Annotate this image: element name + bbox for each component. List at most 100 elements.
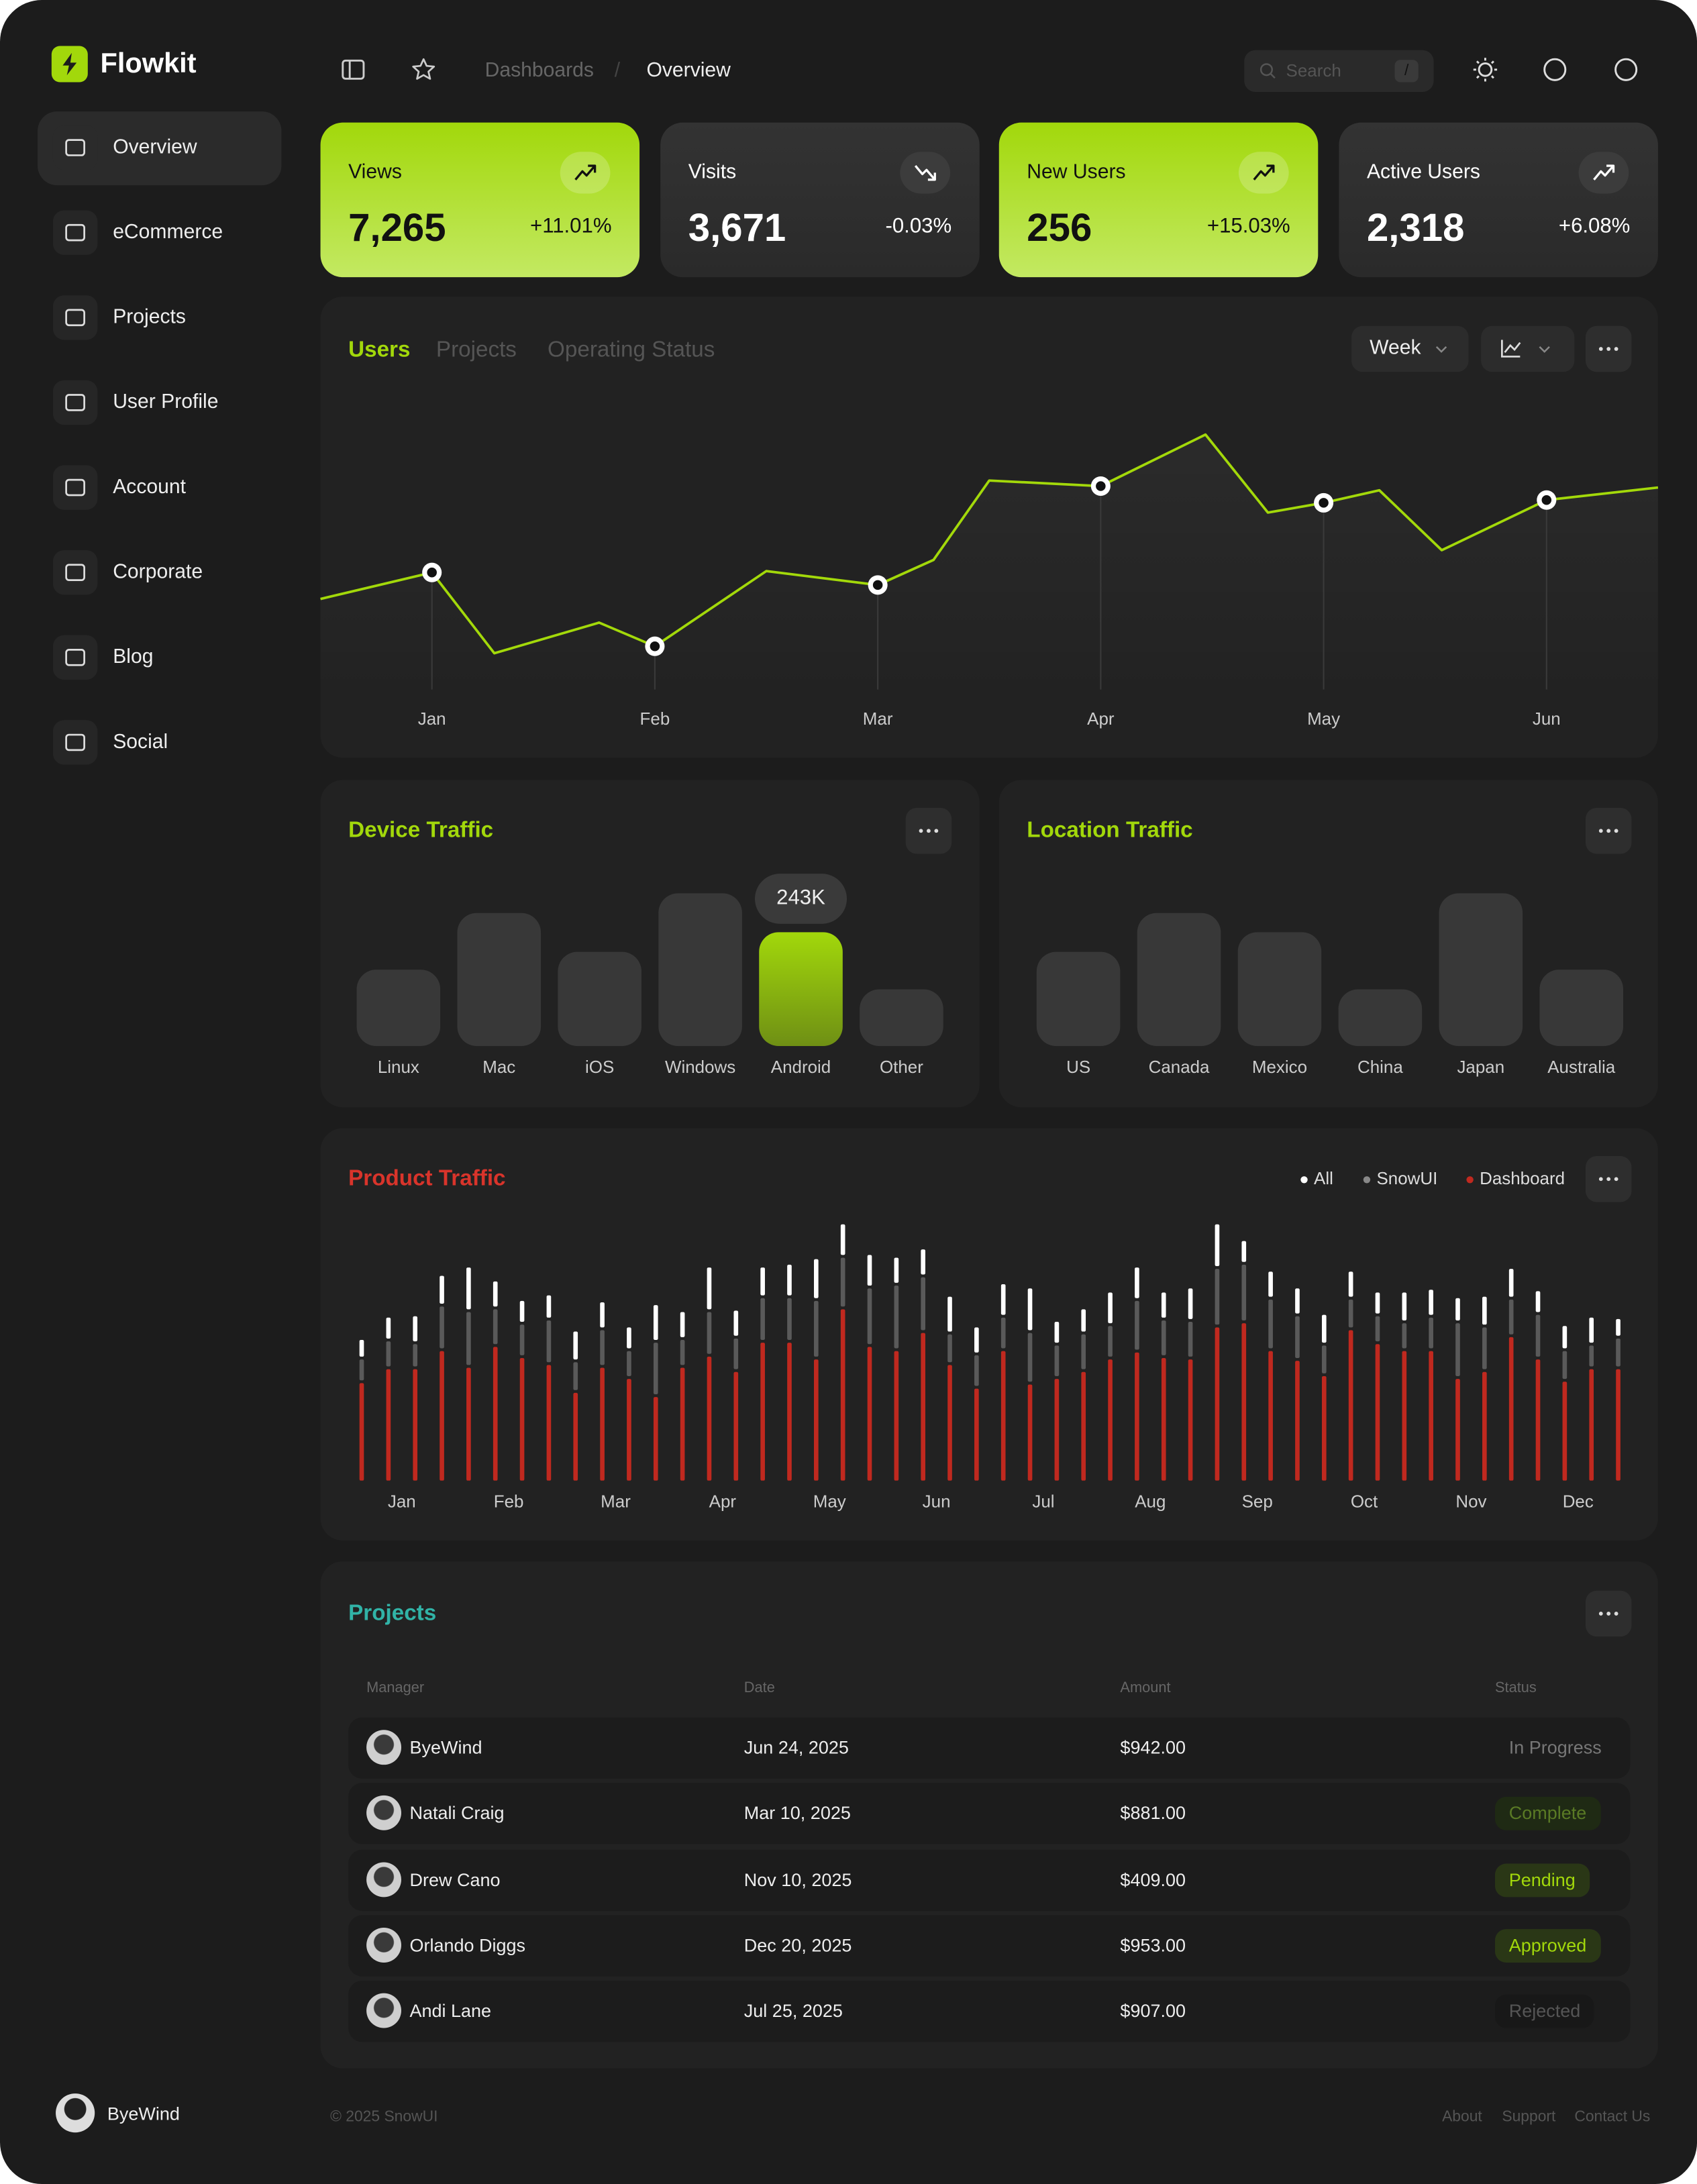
nav-icon bbox=[52, 380, 98, 425]
nav-icon bbox=[52, 465, 98, 510]
amount: $953.00 bbox=[1120, 1934, 1186, 1956]
nav-label: eCommerce bbox=[113, 221, 223, 244]
column-header: Status bbox=[1494, 1679, 1537, 1697]
search-box[interactable]: Search / bbox=[1244, 50, 1434, 93]
dot bbox=[1614, 829, 1618, 833]
date: Jun 24, 2025 bbox=[743, 1736, 849, 1758]
column-header: Manager bbox=[366, 1679, 425, 1697]
glyph bbox=[1490, 75, 1494, 79]
stat-icon bbox=[1578, 152, 1629, 194]
nav-item[interactable]: Blog bbox=[38, 621, 281, 695]
nav-label: Social bbox=[113, 731, 168, 754]
chevron bbox=[1435, 346, 1447, 353]
date: Nov 10, 2025 bbox=[743, 1869, 852, 1890]
glyph bbox=[1476, 60, 1480, 64]
chart-title: Device Traffic bbox=[348, 819, 494, 843]
chart-title: Product Traffic bbox=[348, 1167, 506, 1191]
glyph bbox=[65, 309, 85, 327]
glyph bbox=[65, 733, 85, 751]
more-button[interactable] bbox=[1585, 1155, 1632, 1202]
more-button[interactable] bbox=[1585, 808, 1632, 854]
logo bbox=[51, 46, 88, 83]
stat-value: 256 bbox=[1027, 206, 1092, 250]
period-dropdown[interactable]: Week bbox=[1351, 325, 1469, 372]
nav-glyph bbox=[65, 139, 85, 156]
favorite bbox=[412, 58, 435, 80]
nav-item[interactable]: Corporate bbox=[38, 536, 281, 610]
dot bbox=[1606, 347, 1611, 351]
table-row[interactable]: Orlando Diggs Dec 20, 2025 $953.00 Approved bbox=[348, 1915, 1631, 1977]
stat-label: Active Users bbox=[1366, 161, 1480, 185]
footer-link[interactable]: Contact Us bbox=[1574, 2108, 1651, 2126]
amount: $907.00 bbox=[1120, 1999, 1186, 2022]
breadcrumb[interactable]: Dashboards bbox=[484, 60, 594, 83]
stat-label: New Users bbox=[1027, 161, 1126, 185]
glyph bbox=[1539, 346, 1550, 353]
trend-glyph bbox=[574, 164, 597, 180]
nav-glyph bbox=[65, 733, 85, 751]
table-row[interactable]: Drew Cano Nov 10, 2025 $409.00 Pending bbox=[348, 1849, 1631, 1912]
device-card bbox=[320, 780, 980, 1108]
tab[interactable]: Users bbox=[348, 338, 411, 362]
user-name: ByeWind bbox=[107, 2103, 180, 2124]
more-button[interactable] bbox=[905, 808, 952, 854]
column-header: Date bbox=[743, 1679, 775, 1697]
glyph bbox=[65, 478, 85, 497]
stat-card[interactable]: Visits 3,671 -0.03% bbox=[660, 122, 980, 278]
glyph bbox=[65, 139, 85, 156]
nav-icon bbox=[52, 550, 98, 595]
nav-item[interactable]: Projects bbox=[38, 281, 281, 355]
table-row[interactable]: Natali Craig Mar 10, 2025 $881.00 Complete bbox=[348, 1783, 1631, 1844]
more-button[interactable] bbox=[1585, 1590, 1632, 1637]
dot bbox=[1598, 1177, 1603, 1182]
stat-card[interactable]: Active Users 2,318 +6.08% bbox=[1339, 122, 1658, 278]
nav-label: Blog bbox=[113, 646, 154, 669]
nav-glyph bbox=[65, 478, 85, 497]
more-button[interactable] bbox=[1585, 325, 1632, 372]
nav-item[interactable]: Overview bbox=[38, 111, 282, 186]
product-card bbox=[320, 1128, 1658, 1541]
nav-glyph bbox=[65, 223, 85, 242]
trend-glyph bbox=[914, 164, 936, 181]
status: In Progress bbox=[1508, 1736, 1602, 1758]
glyph bbox=[1270, 73, 1276, 79]
footer-link[interactable]: Support bbox=[1502, 2108, 1556, 2126]
nav-glyph bbox=[65, 394, 85, 411]
tab[interactable]: Operating Status bbox=[548, 338, 715, 362]
glyph bbox=[1614, 58, 1638, 81]
table-row[interactable]: ByeWind Jun 24, 2025 $942.00 In Progress bbox=[348, 1717, 1631, 1779]
manager: Natali Craig bbox=[409, 1802, 505, 1824]
table-row[interactable]: Andi Lane Jul 25, 2025 $907.00 Rejected bbox=[348, 1980, 1631, 2042]
dot bbox=[1614, 1612, 1618, 1616]
logo-icon bbox=[62, 52, 77, 76]
chart-type-dropdown[interactable] bbox=[1481, 325, 1575, 372]
manager: Andi Lane bbox=[409, 1999, 492, 2022]
stat-card[interactable]: Views 7,265 +11.01% bbox=[320, 122, 640, 278]
avatar bbox=[366, 1730, 402, 1765]
dot bbox=[1598, 347, 1603, 351]
location-card bbox=[998, 780, 1658, 1108]
footer-link[interactable]: About bbox=[1442, 2108, 1482, 2126]
glyph bbox=[65, 564, 85, 581]
glyph bbox=[412, 58, 435, 80]
status: Pending bbox=[1494, 1863, 1590, 1897]
nav-label: Account bbox=[113, 476, 187, 499]
dot bbox=[1606, 829, 1611, 833]
stat-icon bbox=[1238, 152, 1289, 194]
more-icon bbox=[1598, 1612, 1618, 1616]
notifications bbox=[1614, 58, 1638, 81]
dot bbox=[1606, 1177, 1611, 1182]
glyph bbox=[1490, 60, 1494, 64]
glyph bbox=[65, 223, 85, 242]
nav-glyph bbox=[65, 649, 85, 666]
nav-item[interactable]: User Profile bbox=[38, 366, 281, 440]
nav-item[interactable]: eCommerce bbox=[38, 197, 281, 270]
column-header: Amount bbox=[1120, 1679, 1171, 1697]
nav-label: Corporate bbox=[113, 561, 203, 584]
date: Dec 20, 2025 bbox=[743, 1934, 852, 1956]
nav-item[interactable]: Account bbox=[38, 452, 281, 525]
tab[interactable]: Projects bbox=[435, 338, 517, 362]
stat-card[interactable]: New Users 256 +15.03% bbox=[998, 122, 1319, 278]
nav-item[interactable]: Social bbox=[38, 706, 281, 780]
